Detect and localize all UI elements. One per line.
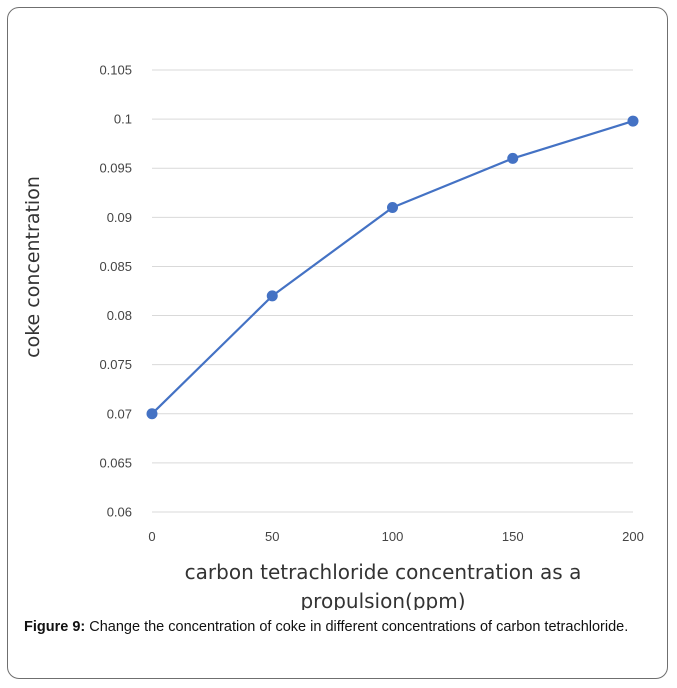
y-tick-labels: 0.060.0650.070.0750.080.0850.090.0950.10… [99,63,132,520]
x-tick-label: 200 [622,529,644,544]
caption-label: Figure 9: [24,619,86,635]
y-tick-label: 0.105 [99,63,132,78]
line-chart: 0.060.0650.070.0750.080.0850.090.0950.10… [22,63,644,611]
gridlines [152,69,633,513]
y-tick-label: 0.07 [107,406,132,421]
data-point [266,290,278,302]
y-tick-label: 0.065 [99,455,132,470]
y-tick-label: 0.08 [107,308,132,323]
y-tick-label: 0.06 [107,505,132,520]
data-point [627,115,639,127]
x-tick-label: 50 [265,529,279,544]
x-tick-label: 100 [382,529,404,544]
figure-caption: Figure 9: Change the concentration of co… [24,618,660,637]
y-tick-label: 0.085 [99,259,132,274]
series-line [151,120,634,415]
y-tick-label: 0.075 [99,357,132,372]
y-axis-title: coke concentration [22,176,44,358]
data-point [507,152,519,164]
y-tick-label: 0.09 [107,210,132,225]
y-tick-label: 0.1 [114,112,132,127]
x-tick-label: 150 [502,529,524,544]
x-tick-labels: 0 50 100 150 200 [148,529,643,544]
y-tick-label: 0.095 [99,161,132,176]
caption-text: Change the concentration of coke in diff… [85,619,629,635]
data-point [387,202,398,214]
x-axis-title-line1: carbon tetrachloride concentration as a [185,560,582,584]
x-tick-label: 0 [148,529,155,544]
x-axis-title-line2: propulsion(ppm) [300,589,465,610]
data-point [146,408,158,420]
data-points [146,115,639,420]
